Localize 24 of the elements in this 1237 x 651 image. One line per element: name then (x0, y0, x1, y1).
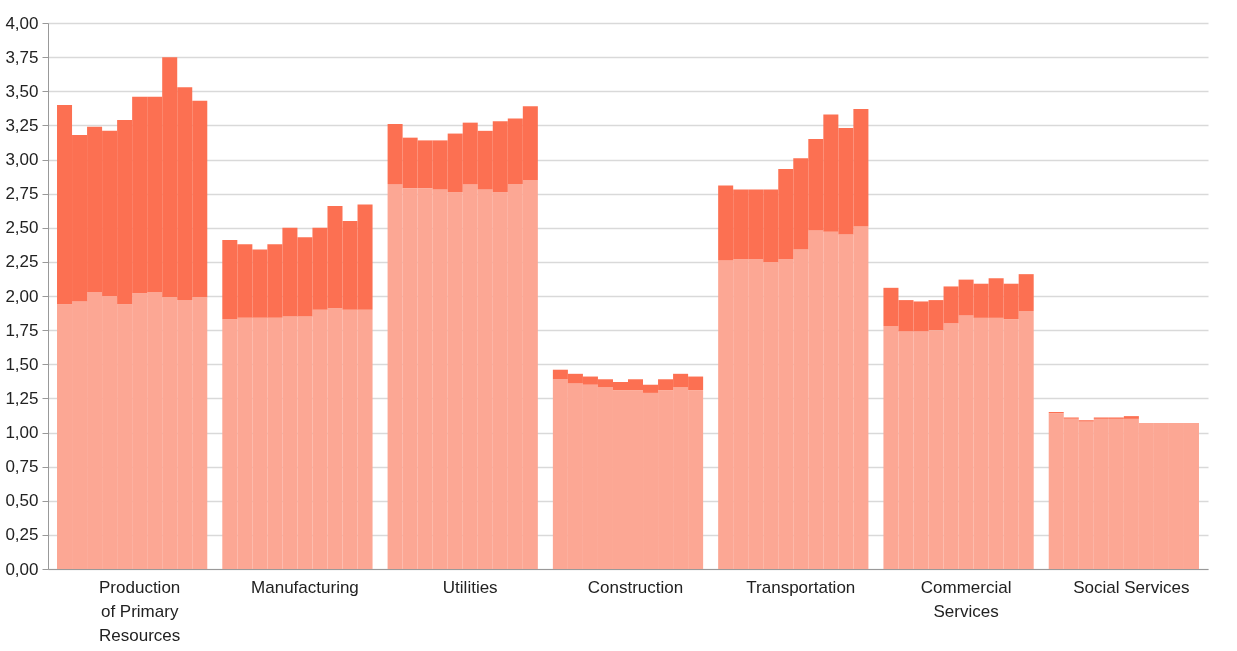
x-tick-label: Construction (587, 577, 684, 597)
y-tick-label: 3,75 (5, 47, 39, 67)
y-tick-label: 1,00 (5, 423, 39, 442)
x-tick-label: Utilities (442, 577, 498, 597)
y-tick-label: 1,25 (5, 388, 39, 408)
y-tick-label: 3,50 (5, 81, 39, 101)
y-tick-label: 2,50 (5, 218, 39, 238)
x-tick-label: Commercial Services (920, 577, 1012, 621)
y-tick-label: 1,50 (5, 354, 39, 374)
y-tick-label: 2,25 (5, 252, 39, 272)
y-tick-label: 0,50 (5, 491, 39, 511)
y-tick-label: 4,00 (5, 13, 39, 33)
y-tick-label: 2,75 (5, 184, 39, 204)
y-tick-label: 3,00 (5, 150, 39, 169)
y-tick-label: 0,75 (5, 457, 39, 477)
y-tick-label: 2,00 (5, 286, 39, 306)
x-tick-label: Production of Primary Resources (99, 577, 181, 645)
x-tick-label: Social Services (1073, 577, 1190, 597)
y-tick-label: 3,25 (5, 115, 39, 135)
y-tick-label: 0,00 (5, 559, 39, 579)
x-tick-label: Manufacturing (251, 577, 359, 597)
y-tick-label: 0,25 (5, 525, 39, 545)
x-tick-label: Transportation (746, 577, 856, 597)
y-tick-label: 1,75 (5, 320, 39, 340)
